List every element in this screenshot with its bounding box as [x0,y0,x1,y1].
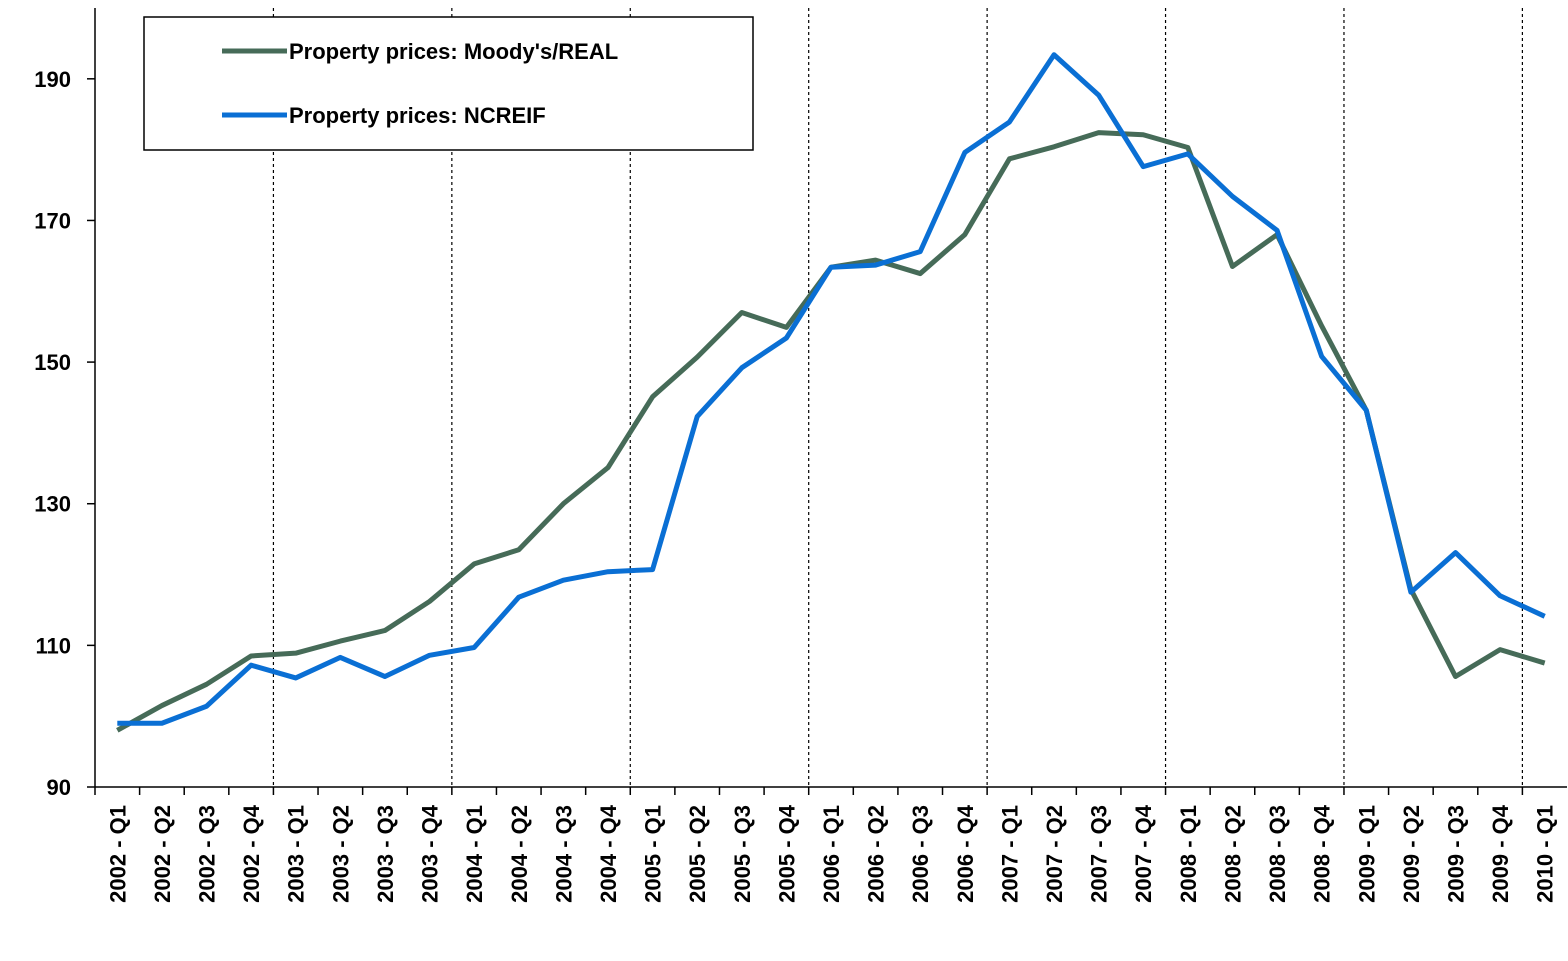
x-tick-label: 2005 - Q3 [730,805,755,903]
x-tick-label: 2003 - Q3 [373,805,398,903]
y-tick-label: 130 [34,492,71,517]
legend-label: Property prices: NCREIF [289,103,546,128]
legend-label: Property prices: Moody's/REAL [289,39,618,64]
x-tick-label: 2010 - Q1 [1533,805,1558,903]
y-tick-label: 90 [47,775,71,800]
x-tick-label: 2002 - Q4 [239,804,264,903]
x-tick-label: 2004 - Q1 [462,805,487,903]
x-tick-label: 2009 - Q4 [1488,804,1513,903]
series-line [117,52,1546,726]
x-tick-label: 2002 - Q2 [150,805,175,903]
x-tick-label: 2002 - Q1 [105,805,130,903]
x-tick-label: 2009 - Q3 [1443,805,1468,903]
legend-box [143,16,754,151]
x-tick-label: 2008 - Q1 [1176,805,1201,903]
x-tick-label: 2009 - Q2 [1399,805,1424,903]
x-tick-label: 2006 - Q3 [908,805,933,903]
y-tick-label: 170 [34,208,71,233]
series-line [116,130,1546,733]
x-tick-label: 2006 - Q1 [819,805,844,903]
x-tick-label: 2007 - Q4 [1131,804,1156,903]
x-tick-label: 2008 - Q2 [1220,805,1245,903]
x-tick-label: 2007 - Q1 [997,805,1022,903]
x-tick-label: 2006 - Q4 [953,804,978,903]
x-tick-label: 2009 - Q1 [1354,805,1379,903]
x-tick-label: 2002 - Q3 [195,805,220,903]
x-tick-label: 2004 - Q4 [596,804,621,903]
x-tick-label: 2004 - Q3 [551,805,576,903]
y-tick-label: 110 [36,633,72,658]
x-tick-label: 2008 - Q4 [1310,804,1335,903]
y-tick-label: 150 [34,350,71,375]
x-tick-label: 2007 - Q2 [1042,805,1067,903]
x-tick-label: 2008 - Q3 [1265,805,1290,903]
x-tick-label: 2004 - Q2 [507,805,532,903]
x-tick-label: 2006 - Q2 [864,805,889,903]
x-tick-label: 2003 - Q4 [418,804,443,903]
x-tick-label: 2007 - Q3 [1087,805,1112,903]
x-tick-label: 2005 - Q4 [774,804,799,903]
x-tick-label: 2003 - Q2 [328,805,353,903]
x-tick-label: 2003 - Q1 [284,805,309,903]
y-tick-label: 190 [34,67,71,92]
x-tick-label: 2005 - Q1 [641,805,666,903]
x-tick-label: 2005 - Q2 [685,805,710,903]
